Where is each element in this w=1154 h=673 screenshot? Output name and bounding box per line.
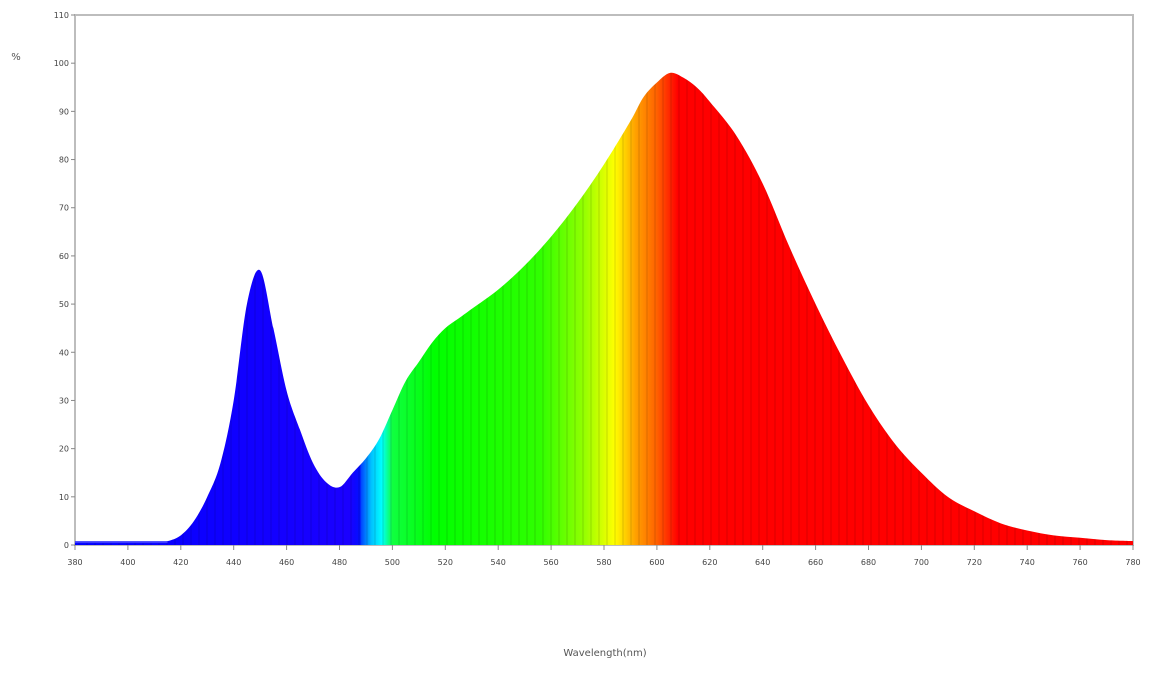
x-tick-label: 740 [1020, 558, 1035, 567]
x-axis-label: Wavelength(nm) [563, 648, 646, 659]
x-tick-label: 660 [808, 558, 823, 567]
x-tick-label: 780 [1125, 558, 1140, 567]
x-tick-label: 760 [1072, 558, 1087, 567]
y-tick-label: 10 [59, 493, 69, 502]
y-axis-label: % [11, 52, 21, 63]
x-tick-label: 700 [914, 558, 929, 567]
y-axis: 0 10 20 30 40 50 60 70 80 90 100 110 [54, 11, 75, 550]
x-tick-label: 580 [596, 558, 611, 567]
y-tick-label: 20 [59, 445, 69, 454]
spectrum-area-texture [75, 72, 1133, 545]
y-tick-label: 70 [59, 204, 69, 213]
y-tick-label: 100 [54, 59, 69, 68]
x-tick-label: 680 [861, 558, 876, 567]
y-tick-label: 110 [54, 11, 69, 20]
x-axis: 380 400 420 440 460 480 500 520 540 560 580 600 620 6… [67, 545, 1141, 567]
y-tick-label: 90 [59, 107, 69, 116]
y-tick-label: 40 [59, 348, 69, 357]
x-tick-label: 520 [438, 558, 453, 567]
x-tick-label: 720 [967, 558, 982, 567]
x-tick-label: 600 [649, 558, 664, 567]
x-tick-label: 440 [226, 558, 241, 567]
plot-area [75, 72, 1133, 545]
x-tick-label: 560 [543, 558, 558, 567]
x-tick-label: 380 [67, 558, 82, 567]
x-tick-label: 540 [491, 558, 506, 567]
y-tick-label: 50 [59, 300, 69, 309]
y-tick-label: 30 [59, 396, 69, 405]
y-tick-label: 80 [59, 156, 69, 165]
x-tick-label: 420 [173, 558, 188, 567]
x-tick-label: 400 [120, 558, 135, 567]
x-tick-label: 480 [332, 558, 347, 567]
y-tick-label: 0 [64, 541, 69, 550]
y-tick-label: 60 [59, 252, 69, 261]
x-tick-label: 500 [385, 558, 400, 567]
x-tick-label: 460 [279, 558, 294, 567]
x-tick-label: 620 [702, 558, 717, 567]
x-tick-label: 640 [755, 558, 770, 567]
